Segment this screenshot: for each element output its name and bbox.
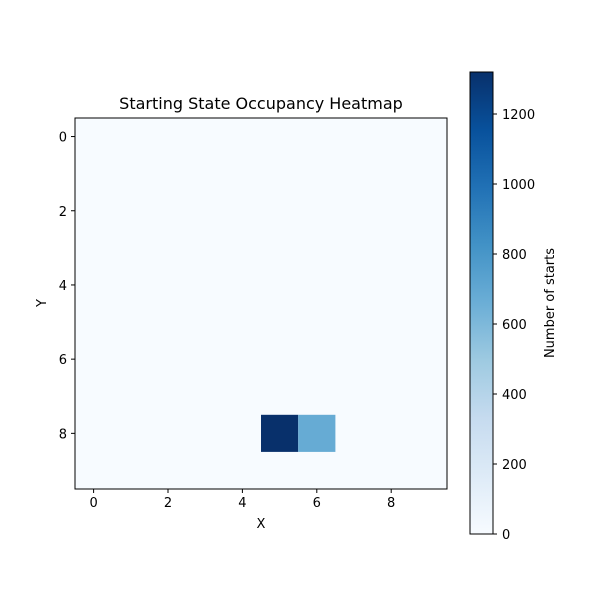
colorbar-tick-label: 400 [502,388,527,403]
y-axis: 0 2 4 6 8 [59,131,75,442]
y-tick-label: 8 [59,427,67,442]
x-tick-label: 2 [164,496,172,511]
colorbar-label: Number of starts [543,248,558,358]
colorbar-tick-label: 800 [502,248,527,263]
colorbar-tick-label: 1000 [502,178,535,193]
y-axis-label: Y [35,299,50,308]
y-tick-label: 4 [59,279,67,294]
heatmap-cell [261,414,299,452]
colorbar-tick-label: 200 [502,458,527,473]
x-axis-label: X [257,517,266,532]
x-tick-label: 4 [238,496,246,511]
x-axis: 0 2 4 6 8 [89,489,395,511]
colorbar-ticks: 0 200 400 600 800 1000 1200 [493,108,535,543]
heatmap-cell [298,414,336,452]
y-tick-label: 6 [59,353,67,368]
colorbar-gradient [469,71,494,535]
chart-title: Starting State Occupancy Heatmap [119,94,403,113]
colorbar: 0 200 400 600 800 1000 1200 Number of starts [469,71,558,543]
colorbar-tick-label: 600 [502,318,527,333]
plot-frame [74,117,448,490]
y-tick-label: 2 [59,205,67,220]
colorbar-tick-label: 0 [502,528,510,543]
x-tick-label: 6 [313,496,321,511]
plot-area [74,117,448,490]
colorbar-tick-label: 1200 [502,108,535,123]
x-tick-label: 8 [387,496,395,511]
y-tick-label: 0 [59,131,67,146]
x-tick-label: 0 [89,496,97,511]
